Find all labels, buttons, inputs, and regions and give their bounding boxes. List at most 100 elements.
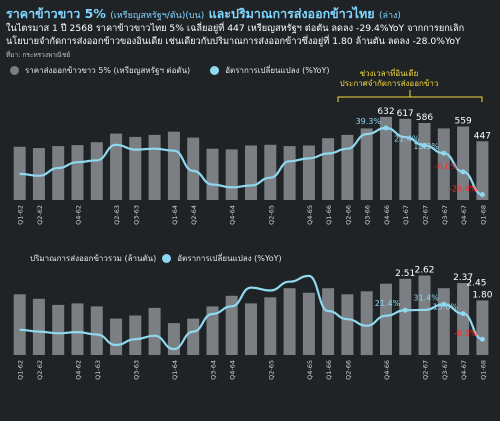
summary-text: ในไตรมาส 1 ปี 2568 ราคาข้าวขาวไทย 5% เฉล… <box>6 23 465 47</box>
top-yoy-point-22 <box>441 150 447 156</box>
bottom-bar-11 <box>225 295 238 355</box>
top-bar-label-24: 447 <box>474 131 491 141</box>
bottom-bar-22 <box>437 288 450 355</box>
top-bar-3 <box>71 145 84 200</box>
bottom-tick-6: Q3-63 <box>132 360 140 380</box>
bottom-tick-15: Q4-65 <box>306 360 314 380</box>
top-bar-22 <box>437 128 450 200</box>
top-tick-3: Q4-62 <box>75 205 83 225</box>
annotation-bracket <box>337 90 483 102</box>
legend-line-label: อัตราการเปลี่ยนแปลง (%YoY) <box>225 66 330 75</box>
bottom-bar-18 <box>360 291 373 356</box>
top-tick-21: Q2-67 <box>422 205 430 225</box>
top-tick-24: Q1-68 <box>479 205 487 225</box>
legend-line-label-2: อัตราการเปลี่ยนแปลง (%YoY) <box>177 254 282 263</box>
top-bar-label-19: 632 <box>377 107 394 117</box>
bottom-bar-13 <box>264 297 277 355</box>
bottom-bar-20 <box>399 278 412 355</box>
bottom-bar-17 <box>341 294 354 355</box>
legend-line-swatch <box>210 66 220 75</box>
top-tick-19: Q4-66 <box>383 205 391 225</box>
bottom-bar-4 <box>90 306 103 355</box>
bottom-yoy-point-20 <box>402 307 408 313</box>
top-tick-15: Q4-65 <box>306 205 314 225</box>
top-bar-18 <box>360 128 373 200</box>
top-bar-7 <box>148 134 161 200</box>
top-bar-20 <box>399 118 412 200</box>
top-bar-label-21: 586 <box>416 113 433 123</box>
india-annotation: ช่วงเวลาที่อินเดีย ประกาศจำกัดการส่งออกข… <box>339 69 439 88</box>
bottom-yoy-label-20: 21.4% <box>375 299 401 308</box>
top-yoy-line <box>19 126 483 196</box>
top-tick-17: Q2-66 <box>344 205 352 225</box>
top-bar-11 <box>225 149 238 200</box>
bottom-bar-label-21: 2.62 <box>414 266 434 276</box>
bottom-tick-11: Q4-64 <box>229 360 237 380</box>
top-tick-0: Q1-62 <box>17 205 25 225</box>
top-bar-12 <box>245 145 257 200</box>
top-bar-21 <box>418 123 431 200</box>
bottom-yoy-label-24: -8.2% <box>454 329 478 338</box>
top-bar-16 <box>322 138 335 200</box>
chart-title: ราคาข้าวขาว 5% (เหรียญสหรัฐฯ/ตัน)(บน) แล… <box>6 4 401 24</box>
top-bar-1 <box>32 148 45 200</box>
bottom-tick-0: Q1-62 <box>17 360 25 380</box>
top-yoy-label-22: 13.3% <box>413 142 439 151</box>
top-bar-label-23: 559 <box>455 117 472 127</box>
bottom-bar-9 <box>187 318 200 355</box>
top-yoy-point-23 <box>460 169 466 175</box>
bottom-bar-19 <box>380 283 392 355</box>
bottom-tick-8: Q1-64 <box>171 360 179 380</box>
top-bar-15 <box>302 145 315 200</box>
bottom-tick-23: Q4-67 <box>460 360 468 380</box>
top-yoy-point-19 <box>383 125 389 131</box>
top-bar-23 <box>457 126 470 200</box>
top-tick-11: Q4-64 <box>229 205 237 225</box>
bottom-bar-7 <box>148 307 161 355</box>
bottom-bar-1 <box>32 298 45 355</box>
bottom-tick-22: Q3-67 <box>441 360 449 380</box>
bottom-tick-24: Q1-68 <box>479 360 487 380</box>
bottom-tick-19: Q4-66 <box>383 360 391 380</box>
top-tick-18: Q3-66 <box>364 205 372 225</box>
top-bar-13 <box>264 144 277 200</box>
top-bar-10 <box>206 148 219 200</box>
top-tick-20: Q1-67 <box>402 205 410 225</box>
legend-line-swatch-2 <box>162 254 172 263</box>
legend-bar-label-2: ปริมาณการส่งออกข้าวรวม (ล้านตัน) <box>30 254 157 263</box>
bottom-yoy-point-23 <box>460 311 466 317</box>
bottom-legend: ปริมาณการส่งออกข้าวรวม (ล้านตัน) อัตรากา… <box>30 252 282 265</box>
legend-bar-label: ราคาส่งออกข้าวขาว 5% (เหรียญสหรัฐฯ ต่อตั… <box>25 66 191 75</box>
top-tick-23: Q4-67 <box>460 205 468 225</box>
bottom-bar-5 <box>110 318 123 355</box>
bottom-tick-3: Q4-62 <box>75 360 83 380</box>
bottom-bar-extra-label: 2.45 <box>466 278 486 288</box>
top-bar-4 <box>90 142 103 200</box>
top-yoy-label-19: 39.3% <box>356 117 382 126</box>
bottom-bar-12 <box>245 303 257 355</box>
title-main: ราคาข้าวขาว 5% <box>6 6 106 21</box>
top-yoy-point-24 <box>479 192 485 198</box>
bottom-tick-13: Q2-65 <box>267 360 275 380</box>
bottom-bar-10 <box>206 306 219 355</box>
legend-bar-swatch <box>10 66 19 75</box>
top-tick-13: Q2-65 <box>267 205 275 225</box>
top-yoy-label-21: 21.4% <box>394 134 420 143</box>
top-bar-6 <box>129 136 142 200</box>
top-bar-24 <box>476 141 489 200</box>
bottom-yoy-point-24 <box>479 336 485 342</box>
bottom-bar-24 <box>476 300 489 355</box>
title-unit: (เหรียญสหรัฐฯ/ตัน)(บน) <box>110 11 205 21</box>
bottom-tick-16: Q1-66 <box>325 360 333 380</box>
bottom-tick-17: Q2-66 <box>344 360 352 380</box>
top-bar-17 <box>341 134 354 200</box>
bottom-bar-15 <box>302 292 315 355</box>
title-main2: และปริมาณการส่งออกข้าวไทย <box>208 6 375 21</box>
bottom-bar-8 <box>167 323 180 355</box>
bottom-tick-4: Q1-63 <box>94 360 102 380</box>
bottom-bar-label-24: 1.80 <box>472 290 492 300</box>
title-pos2: (ล่าง) <box>378 11 401 21</box>
top-bar-9 <box>187 137 200 200</box>
bottom-bar-3 <box>71 303 84 355</box>
bottom-tick-1: Q2-62 <box>36 360 44 380</box>
